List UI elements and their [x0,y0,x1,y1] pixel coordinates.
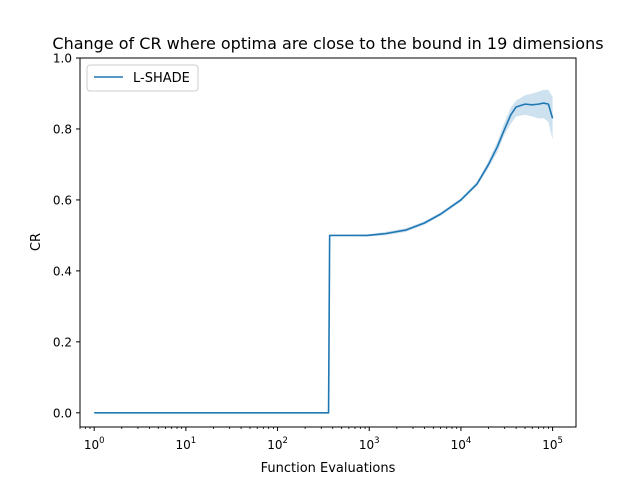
y-axis: 0.0 0.2 0.4 0.6 0.8 1.0 [53,52,80,420]
y-tick-label: 1.0 [53,52,72,66]
chart-title: Change of CR where optima are close to t… [52,34,603,53]
x-tick-label: 104 [451,436,472,452]
series-line-0 [94,102,554,414]
y-tick-label: 0.2 [53,335,72,349]
x-tick-label: 100 [84,436,105,452]
legend-label-l-shade: L-SHADE [133,71,190,86]
y-tick-label: 0.8 [53,122,72,136]
legend-box [86,64,199,92]
plot-frame [79,57,577,428]
series-line-layer [94,102,554,414]
y-tick-label: 0.4 [53,264,72,278]
x-axis: 100 101 102 103 104 105 [79,427,563,452]
x-tick-label: 102 [267,436,288,452]
x-tick-label: 101 [176,436,197,452]
x-tick-label: 103 [359,436,380,452]
y-tick-label: 0.0 [53,406,72,420]
y-axis-label: CR [29,233,44,251]
x-tick-label: 105 [542,436,563,452]
x-axis-label: Function Evaluations [261,461,396,476]
y-tick-label: 0.6 [53,193,72,207]
legend: L-SHADE [86,64,199,92]
